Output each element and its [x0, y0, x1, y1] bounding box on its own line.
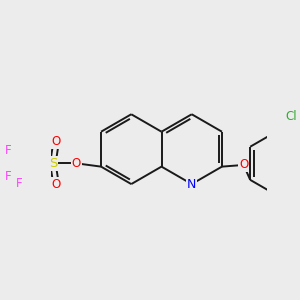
Text: N: N — [187, 178, 196, 190]
Text: O: O — [71, 157, 81, 170]
Text: F: F — [16, 177, 23, 190]
Text: O: O — [239, 158, 248, 172]
Text: S: S — [49, 157, 57, 170]
Text: F: F — [5, 143, 11, 157]
Text: O: O — [52, 135, 61, 148]
Text: O: O — [52, 178, 61, 191]
Text: Cl: Cl — [286, 110, 297, 123]
Text: F: F — [5, 170, 11, 183]
